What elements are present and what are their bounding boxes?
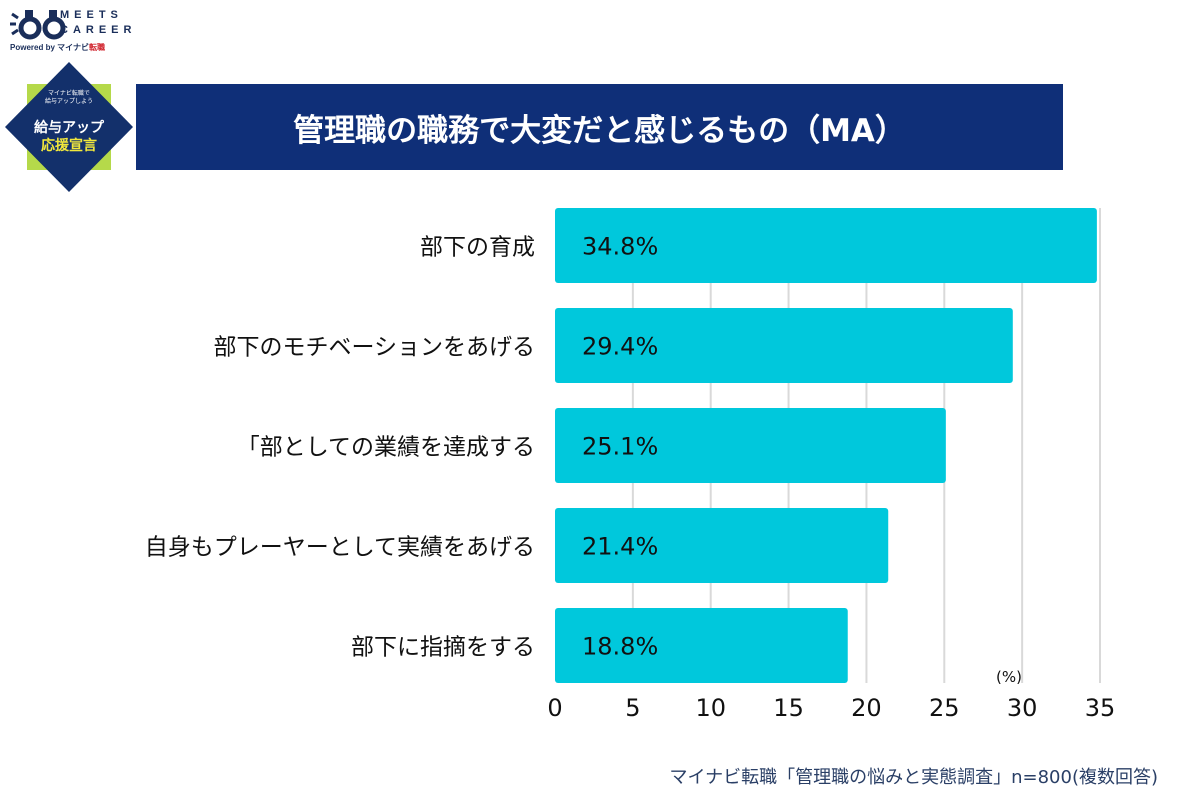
bar <box>555 208 1097 283</box>
data-label: 25.1% <box>582 433 658 461</box>
chart-title: 管理職の職務で大変だと感じるもの（MA） <box>293 112 906 149</box>
x-tick-label: 15 <box>773 694 804 722</box>
binoculars-icon <box>10 10 66 40</box>
logo-text: MEETS CAREER <box>60 8 136 38</box>
logo-text-line1: MEETS <box>60 9 123 21</box>
category-label: 部下のモチベーションをあげる <box>213 335 535 361</box>
bar <box>555 608 848 683</box>
x-tick-label: 35 <box>1085 694 1116 722</box>
campaign-badge-text: マイナビ転職で 給与アップしよう 給与アップ 応援宣言 <box>5 62 133 192</box>
campaign-badge <box>5 62 133 192</box>
x-tick-label: 5 <box>625 694 640 722</box>
bar <box>555 508 889 583</box>
category-label: 自身もプレーヤーとして実績をあげる <box>145 535 535 561</box>
badge-line3: 給与アップ <box>34 120 104 136</box>
x-tick-label: 20 <box>851 694 882 722</box>
brand-suffix: 転職 <box>88 43 105 52</box>
unit-label: (%) <box>996 668 1022 686</box>
bar <box>555 308 1013 383</box>
badge-line2: 給与アップしよう <box>44 98 93 105</box>
x-tick-label: 25 <box>929 694 960 722</box>
badge-line4: 応援宣言 <box>41 138 97 154</box>
data-label: 18.8% <box>582 633 658 661</box>
x-tick-label: 10 <box>695 694 726 722</box>
data-label: 29.4% <box>582 333 658 361</box>
category-label: 「部としての業績を達成する <box>237 435 535 461</box>
meets-career-logo <box>8 8 143 58</box>
bar <box>555 408 946 483</box>
category-label: 部下に指摘をする <box>351 635 535 661</box>
data-label: 34.8% <box>582 233 658 261</box>
x-tick-label: 30 <box>1007 694 1038 722</box>
powered-by: Powered by マイナビ転職 <box>10 42 105 53</box>
title-bar: 管理職の職務で大変だと感じるもの（MA） <box>136 84 1063 170</box>
category-label: 部下の育成 <box>420 235 535 261</box>
logo-text-line2: CAREER <box>60 24 137 36</box>
x-tick-label: 0 <box>547 694 562 722</box>
badge-line1: マイナビ転職で <box>48 90 90 97</box>
powered-by-label: Powered by <box>10 43 55 52</box>
source-note: マイナビ転職「管理職の悩みと実態調査」n=800(複数回答) <box>669 767 1158 788</box>
data-label: 21.4% <box>582 533 658 561</box>
brand-name: マイナビ <box>57 43 89 52</box>
